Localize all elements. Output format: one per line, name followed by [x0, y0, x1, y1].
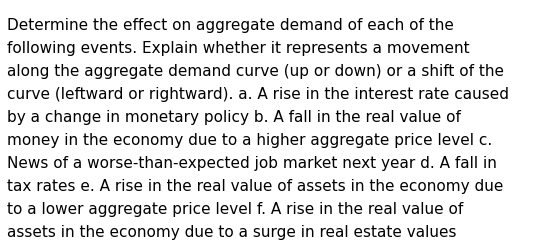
Text: News of a worse-than-expected job market next year d. A fall in: News of a worse-than-expected job market…	[7, 156, 497, 170]
Text: to a lower aggregate price level f. A rise in the real value of: to a lower aggregate price level f. A ri…	[7, 202, 464, 216]
Text: assets in the economy due to a surge in real estate values: assets in the economy due to a surge in …	[7, 224, 457, 240]
Text: tax rates e. A rise in the real value of assets in the economy due: tax rates e. A rise in the real value of…	[7, 178, 504, 194]
Text: following events. Explain whether it represents a movement: following events. Explain whether it rep…	[7, 40, 470, 56]
Text: curve (leftward or rightward). a. A rise in the interest rate caused: curve (leftward or rightward). a. A rise…	[7, 86, 509, 102]
Text: by a change in monetary policy b. A fall in the real value of: by a change in monetary policy b. A fall…	[7, 110, 461, 124]
Text: Determine the effect on aggregate demand of each of the: Determine the effect on aggregate demand…	[7, 18, 454, 32]
Text: along the aggregate demand curve (up or down) or a shift of the: along the aggregate demand curve (up or …	[7, 64, 504, 78]
Text: money in the economy due to a higher aggregate price level c.: money in the economy due to a higher agg…	[7, 132, 493, 148]
